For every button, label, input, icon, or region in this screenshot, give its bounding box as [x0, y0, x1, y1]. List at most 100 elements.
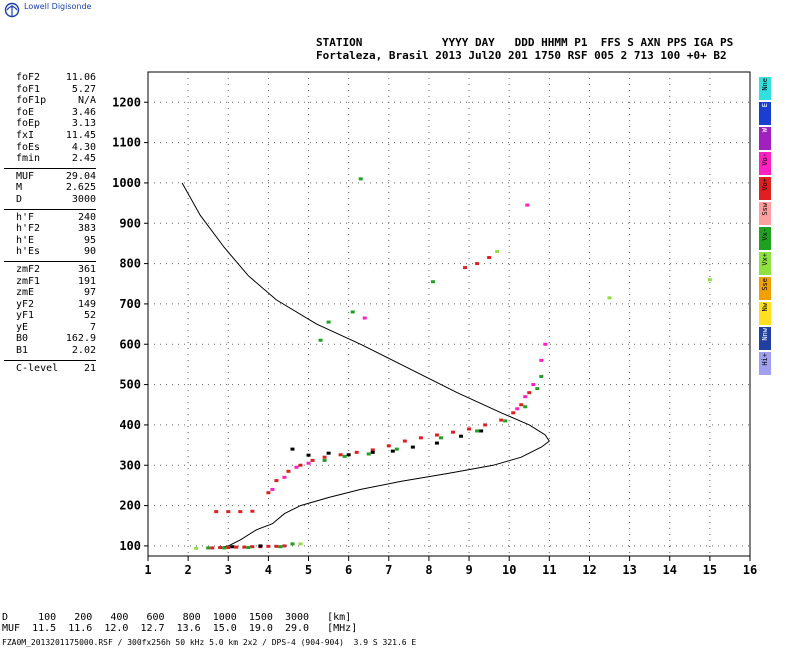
- header-values: Fortaleza, Brasil 2013 Jul20 201 1750 RS…: [316, 49, 727, 62]
- electron-density-profile: [181, 182, 550, 549]
- echo-point: [525, 203, 530, 207]
- echo-point: [266, 544, 271, 548]
- echo-point: [294, 465, 299, 469]
- param-row: fmin 2.45: [4, 153, 96, 165]
- legend-item: Nw: [759, 302, 771, 325]
- x-tick-label: 11: [542, 563, 556, 577]
- echo-point: [523, 405, 528, 409]
- legend-label: Ssw: [761, 203, 769, 216]
- param-value: 2.45: [71, 153, 96, 165]
- legend-item: Nnw: [759, 327, 771, 350]
- echo-point: [306, 461, 311, 465]
- param-row: B0 162.9: [4, 333, 96, 345]
- legend-label: Nne: [761, 78, 769, 91]
- echo-point: [451, 430, 456, 434]
- param-row: fxI 11.45: [4, 130, 96, 142]
- echo-point: [206, 546, 211, 550]
- echo-point: [475, 262, 480, 266]
- y-tick-label: 600: [119, 337, 141, 351]
- echo-point: [366, 452, 371, 456]
- echo-point: [338, 453, 343, 457]
- parameter-panel: foF2 11.06 foF1 5.27 foF1p N/A foE 3.46 foEp 3.13…: [4, 72, 96, 374]
- legend-label: Nnw: [761, 328, 769, 341]
- echo-point: [607, 296, 612, 300]
- echo-point: [499, 418, 504, 422]
- param-name: foF1: [16, 83, 41, 95]
- param-value: 52: [83, 310, 96, 322]
- echo-point: [326, 320, 331, 324]
- echo-point: [250, 509, 255, 513]
- echo-point: [210, 546, 215, 550]
- echo-point: [318, 338, 323, 342]
- param-row: foEp 3.13: [4, 118, 96, 130]
- echo-point: [238, 510, 243, 514]
- echo-point: [430, 280, 435, 284]
- param-name: MUF: [16, 170, 35, 182]
- echo-point: [358, 177, 363, 181]
- echo-point: [350, 310, 355, 314]
- y-tick-label: 800: [119, 257, 141, 271]
- muf-row: MUF 11.5 11.6 12.0 12.7 13.6 15.0 19.0 2…: [2, 623, 358, 634]
- legend-item: Vx+: [759, 252, 771, 275]
- x-tick-label: 16: [743, 563, 757, 577]
- param-separator: [4, 167, 96, 169]
- legend-item: Hi+: [759, 352, 771, 375]
- echo-point: [459, 434, 464, 438]
- param-value: 2.625: [65, 182, 96, 194]
- param-row: foEs 4.30: [4, 142, 96, 154]
- echo-point: [282, 475, 287, 479]
- echo-point: [539, 375, 544, 379]
- param-row: C-level 21: [4, 363, 96, 375]
- digisonde-logo-icon: [4, 2, 20, 18]
- echo-point: [234, 545, 239, 549]
- param-value: 191: [77, 275, 96, 287]
- echo-point: [475, 429, 480, 433]
- echo-point: [386, 444, 391, 448]
- param-name: yF1: [16, 310, 35, 322]
- echo-point: [390, 449, 395, 453]
- echo-point: [226, 510, 231, 514]
- param-row: h'Es 90: [4, 246, 96, 258]
- plot-frame: [147, 71, 751, 557]
- echo-point: [246, 546, 251, 550]
- echo-point: [503, 419, 508, 423]
- y-tick-label: 100: [119, 539, 141, 553]
- param-value: 11.06: [65, 72, 96, 83]
- x-tick-label: 7: [385, 563, 392, 577]
- echo-point: [463, 266, 468, 270]
- param-value: 162.9: [65, 333, 96, 345]
- echo-point: [290, 447, 295, 451]
- legend-label: Nw: [761, 303, 769, 312]
- param-separator: [4, 359, 96, 361]
- param-name: foEp: [16, 118, 41, 130]
- legend-item: Vo-: [759, 152, 771, 175]
- echo-point: [274, 479, 279, 483]
- x-tick-label: 2: [185, 563, 192, 577]
- echo-point: [487, 256, 492, 260]
- echo-point: [402, 439, 407, 443]
- echo-point: [707, 278, 712, 282]
- param-name: zmF2: [16, 263, 41, 275]
- legend-label: Vo-: [761, 153, 769, 166]
- echo-point: [194, 546, 199, 550]
- param-row: h'E 95: [4, 235, 96, 247]
- x-tick-label: 3: [225, 563, 232, 577]
- lowell-logo: Lowell Digisonde: [4, 2, 144, 22]
- echo-point: [370, 448, 375, 452]
- param-value: 4.30: [71, 141, 96, 153]
- param-row: B1 2.02: [4, 345, 96, 357]
- param-name: h'Es: [16, 246, 41, 258]
- param-name: fxI: [16, 129, 35, 141]
- x-tick-label: 13: [622, 563, 636, 577]
- echo-point: [342, 454, 347, 458]
- y-tick-label: 1100: [112, 136, 141, 150]
- legend-item: Nne: [759, 77, 771, 100]
- echo-point: [326, 451, 331, 455]
- param-value: 90: [83, 246, 96, 258]
- echo-point: [438, 436, 443, 440]
- echo-point: [282, 544, 287, 548]
- echo-point: [434, 441, 439, 445]
- param-row: MUF 29.04: [4, 171, 96, 183]
- y-tick-label: 300: [119, 458, 141, 472]
- polarization-legend: Nne E W Vo- Vo+ Ssw Vx- Vx+ Sse Nw Nnw Hi+: [759, 77, 771, 377]
